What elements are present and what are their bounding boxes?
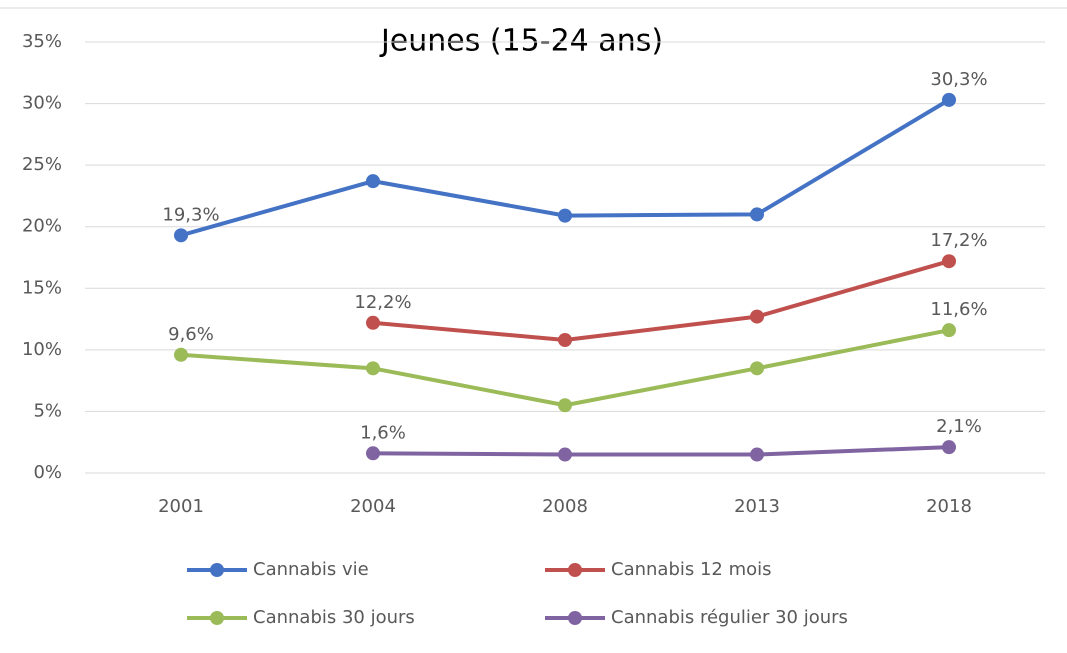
data-point xyxy=(558,208,572,223)
chart-title: Jeunes (15-24 ans) xyxy=(379,24,663,59)
data-point xyxy=(366,315,380,330)
data-point xyxy=(558,333,572,348)
data-point xyxy=(942,440,956,455)
data-label: 19,3% xyxy=(162,204,219,225)
data-point xyxy=(558,447,572,462)
series-line xyxy=(372,259,950,343)
data-point xyxy=(558,398,572,413)
data-point xyxy=(366,446,380,461)
data-point xyxy=(750,309,764,324)
data-point xyxy=(942,92,956,107)
data-label: 9,6% xyxy=(168,324,214,345)
data-label: 12,2% xyxy=(354,292,411,313)
y-tick-label: 25% xyxy=(22,154,62,175)
data-point xyxy=(174,228,188,243)
y-tick-label: 10% xyxy=(22,339,62,360)
legend-marker xyxy=(568,611,582,625)
data-point xyxy=(366,361,380,376)
data-point xyxy=(750,361,764,376)
data-point xyxy=(942,254,956,269)
x-tick-label: 2004 xyxy=(350,496,396,517)
data-label: 11,6% xyxy=(930,299,987,320)
series-line xyxy=(372,445,950,457)
legend-label: Cannabis régulier 30 jours xyxy=(611,607,848,628)
data-point xyxy=(174,347,188,362)
x-tick-label: 2013 xyxy=(734,496,780,517)
x-tick-label: 2001 xyxy=(158,496,204,517)
data-point xyxy=(942,323,956,338)
data-label: 17,2% xyxy=(930,230,987,251)
legend-marker xyxy=(568,563,582,577)
data-label: 30,3% xyxy=(930,69,987,90)
y-tick-label: 15% xyxy=(22,277,62,298)
data-point xyxy=(750,207,764,222)
legend-label: Cannabis vie xyxy=(253,559,369,580)
legend-label: Cannabis 12 mois xyxy=(611,559,772,580)
data-point xyxy=(750,447,764,462)
y-tick-label: 30% xyxy=(22,93,62,114)
data-label: 2,1% xyxy=(936,416,982,437)
data-point xyxy=(366,174,380,189)
x-tick-label: 2018 xyxy=(926,496,972,517)
y-tick-label: 35% xyxy=(22,31,62,52)
legend-label: Cannabis 30 jours xyxy=(253,607,415,628)
y-tick-label: 5% xyxy=(33,400,62,421)
y-tick-label: 20% xyxy=(22,216,62,237)
y-tick-label: 0% xyxy=(33,462,62,483)
data-label: 1,6% xyxy=(360,422,406,443)
legend-marker xyxy=(210,563,224,577)
x-tick-label: 2008 xyxy=(542,496,588,517)
legend-marker xyxy=(210,611,224,625)
